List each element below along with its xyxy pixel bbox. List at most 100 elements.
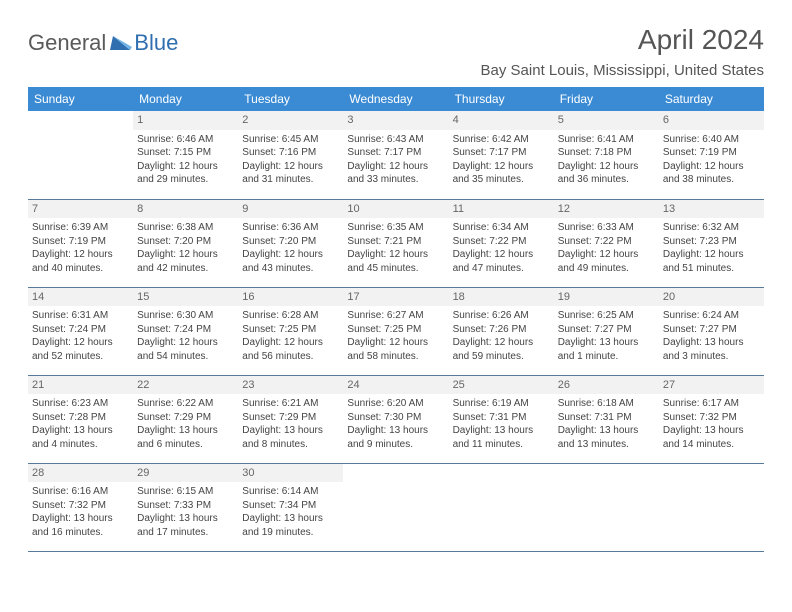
day-number: 11 [449, 200, 554, 219]
daylight-text: Daylight: 12 hours [558, 248, 655, 262]
page-title: April 2024 [481, 24, 764, 56]
sunrise-text: Sunrise: 6:34 AM [453, 221, 550, 235]
calendar-row: 7Sunrise: 6:39 AMSunset: 7:19 PMDaylight… [28, 199, 764, 287]
daylight-text: Daylight: 13 hours [137, 512, 234, 526]
day-number: 9 [238, 200, 343, 219]
day-number: 20 [659, 288, 764, 307]
day-number: 13 [659, 200, 764, 219]
calendar-cell: 26Sunrise: 6:18 AMSunset: 7:31 PMDayligh… [554, 375, 659, 463]
title-block: April 2024 Bay Saint Louis, Mississippi,… [481, 24, 764, 79]
calendar-cell: 24Sunrise: 6:20 AMSunset: 7:30 PMDayligh… [343, 375, 448, 463]
daylight-text: and 45 minutes. [347, 262, 444, 276]
sunrise-text: Sunrise: 6:35 AM [347, 221, 444, 235]
daylight-text: and 51 minutes. [663, 262, 760, 276]
day-number: 4 [449, 111, 554, 130]
daylight-text: Daylight: 12 hours [242, 160, 339, 174]
weekday-header: Thursday [449, 87, 554, 111]
sunset-text: Sunset: 7:18 PM [558, 146, 655, 160]
calendar-cell: 15Sunrise: 6:30 AMSunset: 7:24 PMDayligh… [133, 287, 238, 375]
sunrise-text: Sunrise: 6:41 AM [558, 133, 655, 147]
calendar-row: 21Sunrise: 6:23 AMSunset: 7:28 PMDayligh… [28, 375, 764, 463]
daylight-text: and 16 minutes. [32, 526, 129, 540]
sunset-text: Sunset: 7:30 PM [347, 411, 444, 425]
day-number: 18 [449, 288, 554, 307]
sunrise-text: Sunrise: 6:31 AM [32, 309, 129, 323]
daylight-text: and 8 minutes. [242, 438, 339, 452]
calendar-cell: 8Sunrise: 6:38 AMSunset: 7:20 PMDaylight… [133, 199, 238, 287]
daylight-text: Daylight: 13 hours [558, 424, 655, 438]
daylight-text: Daylight: 12 hours [558, 160, 655, 174]
calendar-cell: 10Sunrise: 6:35 AMSunset: 7:21 PMDayligh… [343, 199, 448, 287]
logo-triangle-icon [110, 34, 132, 52]
daylight-text: Daylight: 12 hours [242, 248, 339, 262]
daylight-text: Daylight: 13 hours [32, 512, 129, 526]
sunrise-text: Sunrise: 6:22 AM [137, 397, 234, 411]
daylight-text: Daylight: 12 hours [663, 248, 760, 262]
day-number: 29 [133, 464, 238, 483]
sunrise-text: Sunrise: 6:32 AM [663, 221, 760, 235]
daylight-text: and 4 minutes. [32, 438, 129, 452]
calendar-cell [28, 111, 133, 199]
sunset-text: Sunset: 7:25 PM [347, 323, 444, 337]
daylight-text: and 40 minutes. [32, 262, 129, 276]
sunset-text: Sunset: 7:17 PM [453, 146, 550, 160]
day-number: 24 [343, 376, 448, 395]
daylight-text: and 9 minutes. [347, 438, 444, 452]
daylight-text: Daylight: 12 hours [242, 336, 339, 350]
day-number: 16 [238, 288, 343, 307]
daylight-text: Daylight: 12 hours [347, 336, 444, 350]
weekday-header: Wednesday [343, 87, 448, 111]
day-number: 28 [28, 464, 133, 483]
daylight-text: and 1 minute. [558, 350, 655, 364]
day-number: 1 [133, 111, 238, 130]
calendar-cell: 9Sunrise: 6:36 AMSunset: 7:20 PMDaylight… [238, 199, 343, 287]
daylight-text: Daylight: 13 hours [242, 424, 339, 438]
daylight-text: Daylight: 12 hours [347, 248, 444, 262]
calendar-cell [449, 463, 554, 551]
daylight-text: Daylight: 13 hours [242, 512, 339, 526]
sunset-text: Sunset: 7:34 PM [242, 499, 339, 513]
daylight-text: Daylight: 12 hours [347, 160, 444, 174]
sunrise-text: Sunrise: 6:30 AM [137, 309, 234, 323]
sunrise-text: Sunrise: 6:39 AM [32, 221, 129, 235]
sunset-text: Sunset: 7:19 PM [32, 235, 129, 249]
daylight-text: and 33 minutes. [347, 173, 444, 187]
day-number: 3 [343, 111, 448, 130]
calendar-cell: 5 Sunrise: 6:41 AMSunset: 7:18 PMDaylight… [554, 111, 659, 199]
sunrise-text: Sunrise: 6:20 AM [347, 397, 444, 411]
calendar-cell: 29Sunrise: 6:15 AMSunset: 7:33 PMDayligh… [133, 463, 238, 551]
day-number: 5 [554, 111, 659, 130]
sunset-text: Sunset: 7:22 PM [558, 235, 655, 249]
daylight-text: Daylight: 13 hours [663, 336, 760, 350]
calendar-cell: 11Sunrise: 6:34 AMSunset: 7:22 PMDayligh… [449, 199, 554, 287]
daylight-text: and 43 minutes. [242, 262, 339, 276]
daylight-text: and 54 minutes. [137, 350, 234, 364]
sunrise-text: Sunrise: 6:28 AM [242, 309, 339, 323]
daylight-text: Daylight: 12 hours [137, 336, 234, 350]
daylight-text: and 56 minutes. [242, 350, 339, 364]
calendar-cell [554, 463, 659, 551]
sunrise-text: Sunrise: 6:15 AM [137, 485, 234, 499]
daylight-text: Daylight: 12 hours [32, 336, 129, 350]
day-number: 19 [554, 288, 659, 307]
daylight-text: and 31 minutes. [242, 173, 339, 187]
sunrise-text: Sunrise: 6:23 AM [32, 397, 129, 411]
sunrise-text: Sunrise: 6:19 AM [453, 397, 550, 411]
calendar-cell: 19Sunrise: 6:25 AMSunset: 7:27 PMDayligh… [554, 287, 659, 375]
logo-text-blue: Blue [134, 30, 178, 56]
weekday-header: Tuesday [238, 87, 343, 111]
calendar-cell: 3Sunrise: 6:43 AMSunset: 7:17 PMDaylight… [343, 111, 448, 199]
daylight-text: and 58 minutes. [347, 350, 444, 364]
daylight-text: and 52 minutes. [32, 350, 129, 364]
daylight-text: Daylight: 13 hours [558, 336, 655, 350]
daylight-text: Daylight: 12 hours [663, 160, 760, 174]
daylight-text: Daylight: 13 hours [137, 424, 234, 438]
day-number: 2 [238, 111, 343, 130]
daylight-text: Daylight: 13 hours [32, 424, 129, 438]
daylight-text: and 36 minutes. [558, 173, 655, 187]
day-number: 10 [343, 200, 448, 219]
daylight-text: and 42 minutes. [137, 262, 234, 276]
calendar-cell: 21Sunrise: 6:23 AMSunset: 7:28 PMDayligh… [28, 375, 133, 463]
day-number: 22 [133, 376, 238, 395]
sunset-text: Sunset: 7:27 PM [663, 323, 760, 337]
